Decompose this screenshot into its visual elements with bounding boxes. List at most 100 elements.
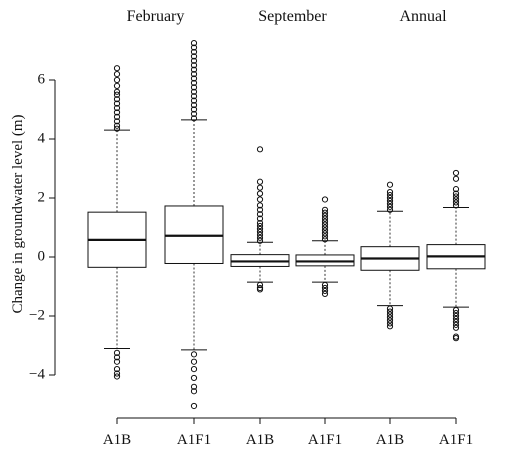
outlier-point (190, 402, 198, 410)
outlier-point (386, 311, 394, 318)
x-tick-label: A1B (103, 432, 131, 448)
box-1 (87, 65, 147, 380)
box-5 (360, 181, 420, 330)
outlier-point (113, 349, 121, 356)
outlier-point (256, 146, 264, 153)
outlier-point (190, 93, 198, 100)
y-tick-label: −2 (29, 307, 45, 323)
box-4 (295, 196, 355, 297)
outlier-point (256, 206, 264, 213)
outlier-point (321, 218, 329, 225)
box-3 (230, 146, 290, 293)
outlier-point (386, 189, 394, 196)
outlier-point (256, 286, 264, 293)
outlier-point (113, 366, 121, 373)
outlier-point (190, 366, 198, 373)
group-label: Annual (399, 8, 447, 25)
outlier-point (321, 281, 329, 289)
y-tick-label: 6 (38, 71, 46, 87)
outlier-point (386, 206, 394, 213)
outlier-point (256, 215, 264, 222)
outlier-point (190, 79, 198, 87)
outlier-point (321, 227, 329, 234)
outlier-point (190, 62, 198, 69)
outlier-point (190, 44, 198, 51)
outlier-point (321, 224, 329, 231)
outlier-point (256, 234, 264, 241)
outlier-point (113, 370, 121, 377)
outlier-point (113, 96, 121, 103)
outlier-point (256, 178, 264, 185)
outlier-point (386, 314, 394, 321)
outlier-point (113, 88, 121, 95)
outlier-point (190, 388, 198, 395)
outlier-point (190, 374, 198, 382)
outlier-point (256, 281, 264, 289)
outlier-point (256, 231, 264, 238)
outlier-point (386, 191, 394, 199)
outlier-point (113, 91, 121, 98)
x-tick-label: A1F1 (308, 432, 342, 448)
outlier-point (190, 53, 198, 60)
outlier-point (190, 110, 198, 118)
outlier-point (386, 308, 394, 315)
outlier-point (113, 71, 121, 78)
y-axis-label: Change in groundwater level (m) (10, 114, 26, 313)
x-tick-label: A1B (246, 432, 274, 448)
outlier-point (190, 351, 198, 358)
outlier-point (452, 202, 460, 209)
outlier-point (452, 199, 460, 206)
outlier-point (256, 225, 264, 233)
outlier-point (113, 82, 121, 90)
outlier-point (190, 101, 198, 109)
outlier-point (256, 222, 264, 230)
box-2 (164, 40, 224, 410)
x-tick-label: A1B (376, 432, 404, 448)
outlier-point (321, 196, 329, 203)
outlier-point (190, 88, 198, 95)
outlier-point (321, 287, 329, 295)
boxes (87, 40, 486, 410)
group-label: February (127, 8, 185, 25)
outlier-point (452, 175, 460, 182)
outlier-point (386, 203, 394, 210)
outlier-point (321, 233, 329, 240)
outlier-point (256, 219, 264, 227)
outlier-point (190, 358, 198, 365)
outlier-point (452, 324, 460, 331)
outlier-point (113, 125, 121, 132)
outlier-point (113, 113, 121, 120)
outlier-point (386, 305, 394, 312)
outlier-point (321, 290, 329, 297)
outlier-point (190, 97, 198, 104)
outlier-point (113, 122, 121, 129)
outlier-point (113, 109, 121, 116)
outlier-point (452, 321, 460, 328)
outlier-point (386, 194, 394, 202)
outlier-point (452, 318, 460, 325)
y-tick-label: −4 (29, 366, 45, 382)
outlier-point (256, 228, 264, 236)
outlier-point (113, 100, 121, 107)
outlier-point (321, 206, 329, 213)
outlier-point (190, 40, 198, 47)
outlier-point (113, 65, 121, 72)
labels: 6 4 2 0 −2 −4 A1B A1F1 A1B A1F1 A1B A1F1 February Sep… (10, 8, 473, 448)
outlier-point (321, 221, 329, 228)
outlier-point (113, 104, 121, 112)
outlier-point (190, 48, 198, 56)
outlier-point (321, 284, 329, 292)
outlier-point (452, 309, 460, 317)
outlier-point (113, 76, 121, 84)
outlier-point (256, 184, 264, 191)
outlier-point (256, 211, 264, 218)
y-tick-label: 0 (38, 248, 46, 264)
outlier-point (452, 312, 460, 320)
outlier-point (113, 358, 121, 365)
outlier-point (190, 66, 198, 73)
outlier-point (386, 317, 394, 324)
group-label: September (258, 8, 327, 25)
axes (49, 79, 457, 424)
outlier-point (190, 84, 198, 91)
